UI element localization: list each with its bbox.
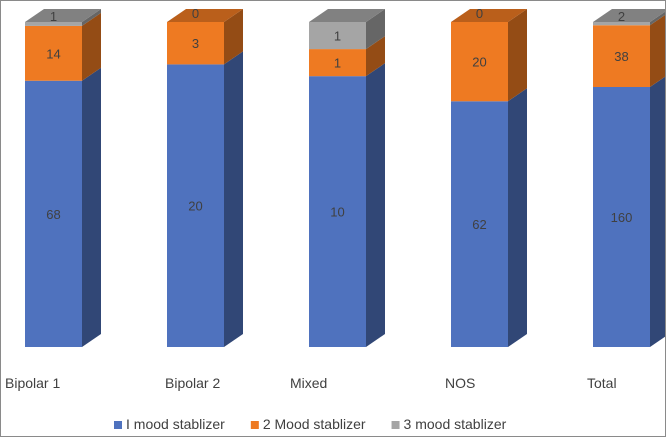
bar-side-0-3 — [508, 88, 527, 347]
legend-label-1: 2 Mood stablizer — [263, 416, 366, 432]
bar-group-total: 160 38 2 — [593, 9, 666, 347]
legend-swatch-2 — [391, 421, 400, 429]
bar-segment-0-1 — [167, 64, 224, 348]
bar-side-0-0 — [82, 67, 101, 348]
bar-side-0-1 — [224, 51, 243, 348]
bar-top-1 — [167, 9, 243, 22]
tick-label-4: Total — [587, 375, 617, 391]
bar-segment-1-1 — [167, 22, 224, 65]
legend-swatch-1 — [250, 421, 259, 429]
bar-top-2 — [309, 9, 385, 22]
bar-top-0 — [25, 9, 101, 22]
data-label-1-0: 14 — [46, 46, 60, 61]
data-label-0-4: 160 — [611, 210, 633, 225]
bar-side-1-2 — [366, 36, 385, 77]
bar-side-0-2 — [366, 63, 385, 348]
tick-label-0: Bipolar 1 — [5, 375, 60, 391]
tick-label-3: NOS — [445, 375, 475, 391]
legend-label-0: I mood stablizer — [126, 416, 225, 432]
data-label-2-3: 0 — [476, 6, 483, 21]
bar-segment-2-4 — [593, 22, 650, 26]
bar-segment-2-2 — [309, 22, 366, 50]
bar-side-0-4 — [650, 76, 666, 347]
category-axis: Bipolar 1 Bipolar 2 Mixed NOS Total — [5, 375, 617, 391]
bar-side-2-2 — [366, 9, 385, 50]
bar-group-bipolar-1: 68 14 1 — [25, 9, 101, 348]
bar-side-1-1 — [224, 9, 243, 65]
bar-segment-1-3 — [451, 22, 508, 102]
data-label-2-0: 1 — [50, 9, 57, 24]
tick-label-2: Mixed — [290, 375, 327, 391]
tick-label-1: Bipolar 2 — [165, 375, 220, 391]
bar-group-nos: 62 20 0 — [451, 6, 527, 347]
data-label-0-1: 20 — [188, 199, 202, 214]
bar-segment-1-4 — [593, 25, 650, 87]
legend: I mood stablizer 2 Mood stablizer 3 mood s… — [114, 416, 507, 432]
bar-segment-1-2 — [309, 49, 366, 77]
bar-segment-0-0 — [25, 80, 82, 348]
bar-group-mixed: 10 1 1 — [309, 9, 385, 348]
data-label-2-1: 0 — [192, 6, 199, 21]
data-label-2-4: 2 — [618, 9, 625, 24]
bar-top-4 — [593, 9, 666, 22]
bar-segment-2-0 — [25, 22, 82, 26]
legend-label-2: 3 mood stablizer — [404, 416, 507, 432]
bar-segment-1-0 — [25, 25, 82, 81]
bar-segment-0-3 — [451, 101, 508, 347]
data-label-0-2: 10 — [330, 205, 344, 220]
data-label-1-4: 38 — [614, 49, 628, 64]
legend-swatch-0 — [114, 421, 122, 429]
data-label-0-0: 68 — [46, 207, 60, 222]
data-label-1-3: 20 — [472, 55, 486, 70]
bar-side-2-0 — [82, 9, 101, 26]
bar-segment-0-4 — [593, 87, 650, 347]
bar-top-3 — [451, 9, 527, 22]
bar-segment-0-2 — [309, 76, 366, 348]
data-label-1-1: 3 — [192, 36, 199, 51]
data-label-0-3: 62 — [472, 217, 486, 232]
bar-side-1-0 — [82, 12, 101, 81]
data-label-2-2: 1 — [334, 29, 341, 44]
bar-side-1-4 — [650, 14, 666, 87]
bar-side-1-3 — [508, 9, 527, 102]
bar-side-2-4 — [650, 11, 666, 26]
data-label-1-2: 1 — [334, 56, 341, 71]
